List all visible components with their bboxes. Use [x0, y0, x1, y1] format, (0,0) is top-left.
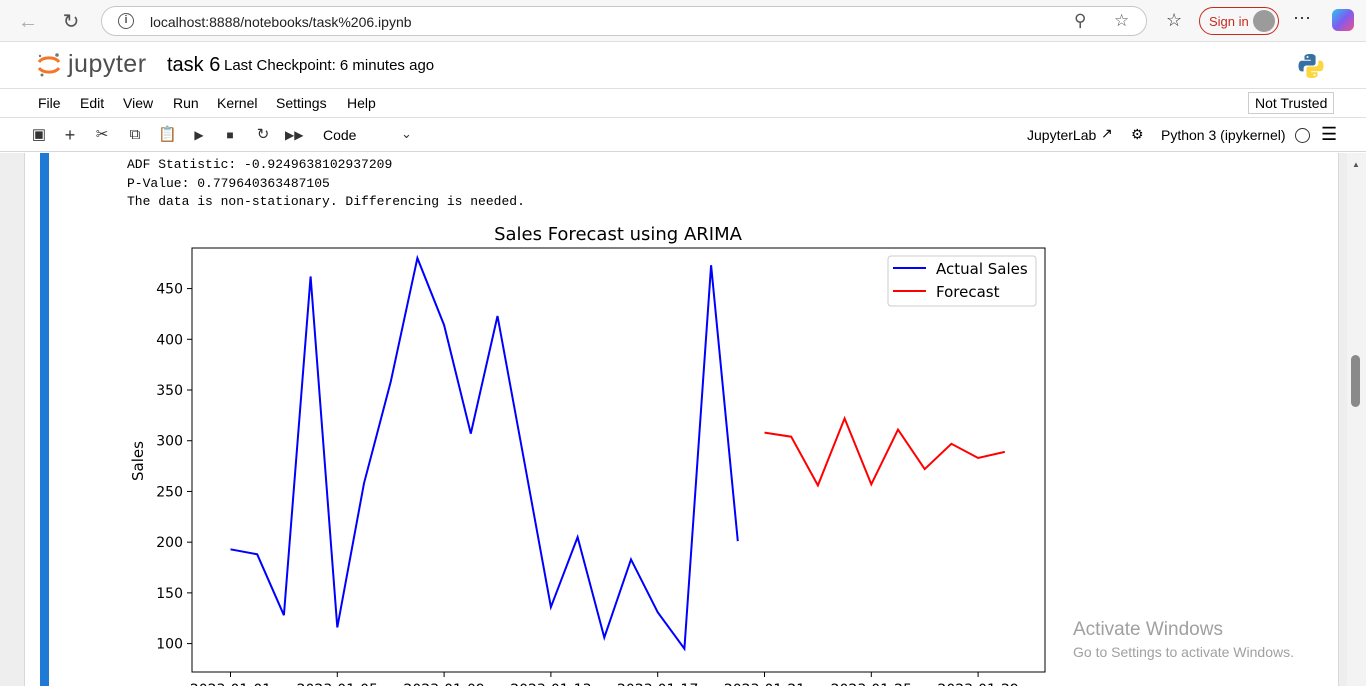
menu-edit[interactable]: Edit [80, 95, 105, 111]
zoom-icon[interactable]: ⚲ [1074, 11, 1087, 30]
cell-type-select[interactable]: Code [323, 127, 357, 143]
menu-kernel[interactable]: Kernel [217, 95, 258, 111]
kernel-name[interactable]: Python 3 (ipykernel) [1161, 127, 1286, 143]
active-cell-indicator[interactable] [40, 153, 49, 686]
url-text: localhost:8888/notebooks/task%206.ipynb [150, 14, 412, 30]
avatar-icon [1253, 10, 1275, 32]
scrollbar-track[interactable] [1347, 153, 1366, 686]
scroll-up-icon[interactable]: ▲ [1352, 160, 1360, 169]
stop-icon[interactable]: ■ [226, 128, 234, 142]
menu-hamburger-icon[interactable]: ☰ [1321, 124, 1338, 144]
notebook-toolbar: ▣ + ✂ ⧉ 📋 ▶ ■ ↻ ▶▶ Code ⌄ JupyterLab ↗ ⚙… [0, 118, 1366, 152]
menu-settings[interactable]: Settings [276, 95, 327, 111]
trust-status-button[interactable]: Not Trusted [1248, 92, 1335, 114]
chevron-down-icon[interactable]: ⌄ [401, 126, 412, 141]
menu-run[interactable]: Run [173, 95, 199, 111]
checkpoint-status: Last Checkpoint: 6 minutes ago [224, 57, 435, 74]
more-options-icon[interactable]: ⋯ [1293, 8, 1311, 28]
copilot-icon[interactable] [1332, 9, 1354, 31]
fast-forward-icon[interactable]: ▶▶ [285, 128, 304, 142]
debugger-icon[interactable]: ⚙ [1131, 126, 1144, 142]
jupyter-logo-text[interactable]: jupyter [68, 50, 147, 78]
output-line: ADF Statistic: -0.9249638102937209 [127, 157, 393, 172]
favorite-star-icon[interactable]: ☆ [1114, 11, 1130, 30]
jupyter-logo-icon[interactable] [36, 52, 62, 78]
paste-icon[interactable]: 📋 [158, 126, 177, 143]
jupyter-header: jupyter task 6 Last Checkpoint: 6 minute… [0, 42, 1366, 88]
python-logo-icon [1298, 54, 1324, 78]
address-bar[interactable]: i localhost:8888/notebooks/task%206.ipyn… [101, 6, 1147, 36]
run-icon[interactable]: ▶ [194, 128, 204, 142]
scrollbar-thumb[interactable] [1351, 355, 1360, 407]
sign-in-button[interactable]: Sign in [1199, 7, 1279, 35]
menu-help[interactable]: Help [347, 95, 376, 111]
output-line: The data is non-stationary. Differencing… [127, 194, 525, 209]
menu-file[interactable]: File [38, 95, 61, 111]
activate-windows-subtitle: Go to Settings to activate Windows. [1073, 644, 1294, 660]
notebook-page [24, 153, 1339, 686]
menu-view[interactable]: View [123, 95, 154, 111]
site-info-icon[interactable]: i [118, 13, 134, 29]
menu-bar: File Edit View Run Kernel Settings Help … [0, 88, 1366, 118]
favorites-list-icon[interactable]: ☆ [1166, 10, 1183, 30]
copy-icon[interactable]: ⧉ [129, 126, 141, 143]
external-link-icon[interactable]: ↗ [1101, 125, 1113, 141]
output-line: P-Value: 0.779640363487105 [127, 176, 330, 191]
cut-icon[interactable]: ✂ [95, 126, 109, 143]
back-arrow-icon[interactable]: ← [18, 11, 38, 33]
jupyterlab-link[interactable]: JupyterLab [1027, 127, 1097, 143]
kernel-status-icon [1295, 128, 1310, 143]
add-cell-icon[interactable]: + [64, 125, 76, 145]
notebook-title[interactable]: task 6 [167, 54, 221, 76]
refresh-icon[interactable]: ↻ [62, 11, 80, 33]
sign-in-label: Sign in [1209, 14, 1249, 29]
notebook-area [0, 153, 1366, 686]
save-icon[interactable]: ▣ [31, 126, 47, 143]
activate-windows-title: Activate Windows [1073, 619, 1223, 640]
browser-toolbar: ← ↻ i localhost:8888/notebooks/task%206.… [0, 0, 1366, 42]
restart-icon[interactable]: ↻ [256, 126, 270, 143]
